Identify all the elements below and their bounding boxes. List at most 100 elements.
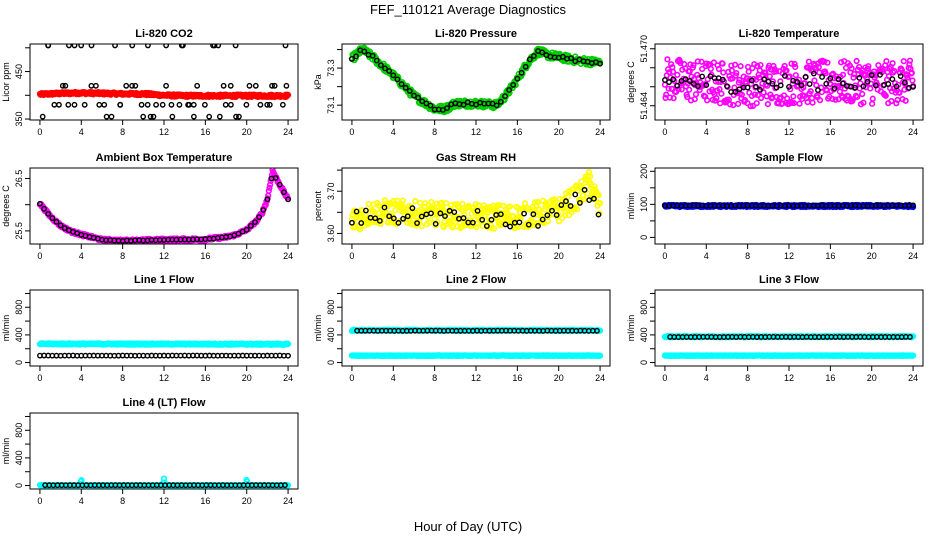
data-point	[469, 219, 476, 226]
data-point	[473, 223, 480, 231]
data-point	[694, 71, 701, 78]
data-point	[669, 64, 676, 71]
series-minute	[661, 56, 917, 110]
y-tick-label: 51.464	[639, 92, 649, 120]
data-point	[443, 200, 450, 207]
data-point	[514, 75, 521, 82]
data-point	[857, 80, 864, 87]
data-point	[720, 69, 727, 76]
data-point	[856, 63, 863, 71]
data-point	[670, 95, 677, 102]
y-axis-label: ml/min	[313, 315, 323, 342]
data-point	[707, 65, 714, 72]
data-point	[798, 82, 805, 89]
data-point	[521, 210, 527, 217]
data-point	[539, 216, 546, 223]
y-axis-label: degrees C	[1, 185, 11, 227]
data-point	[252, 82, 259, 89]
x-tick-label: 24	[908, 127, 918, 137]
y-tick-label: 400	[326, 327, 336, 342]
data-point	[353, 53, 359, 60]
data-point	[418, 213, 425, 220]
data-point	[754, 62, 761, 70]
data-point	[581, 186, 588, 193]
data-point	[538, 213, 545, 220]
data-point	[753, 83, 759, 90]
y-axis-label: ml/min	[626, 193, 636, 220]
data-point	[140, 113, 147, 120]
data-point	[748, 77, 755, 84]
data-point	[284, 340, 292, 348]
y-tick-label: 800	[14, 300, 24, 315]
data-point	[792, 63, 799, 71]
data-point	[690, 62, 697, 69]
data-point	[369, 52, 376, 59]
y-axis-label: Licor ppm	[1, 62, 11, 102]
data-point	[129, 44, 136, 49]
y-tick-label: 450	[14, 64, 24, 79]
data-point	[59, 82, 66, 89]
points	[36, 44, 292, 120]
data-point	[668, 61, 675, 68]
figure-title: FEF_110121 Average Diagnostics	[370, 2, 567, 17]
data-point	[719, 76, 726, 83]
data-point	[535, 223, 541, 229]
x-tick-label: 0	[37, 251, 42, 261]
data-point	[144, 101, 151, 108]
data-point	[674, 71, 681, 78]
data-point	[138, 101, 145, 108]
data-point	[812, 64, 819, 71]
y-tick-label: 73.3	[326, 59, 336, 77]
data-point	[377, 220, 384, 227]
x-tick-label: 0	[349, 127, 354, 137]
data-point	[762, 69, 769, 77]
points	[36, 340, 292, 359]
data-point	[849, 96, 856, 103]
x-tick-label: 16	[512, 127, 522, 137]
y-tick-label: 51.470	[639, 35, 649, 63]
data-point	[754, 91, 762, 99]
x-tick-label: 4	[79, 251, 84, 261]
data-point	[889, 76, 896, 83]
x-tick-label: 24	[283, 251, 293, 261]
data-point	[562, 212, 569, 219]
data-point	[744, 100, 751, 107]
data-point	[266, 184, 273, 191]
data-point	[373, 57, 380, 64]
data-point	[361, 48, 368, 55]
x-tick-label: 20	[554, 373, 564, 383]
data-point	[531, 199, 539, 206]
series-minute-base	[348, 352, 604, 360]
data-point	[284, 91, 292, 99]
panel-title: Li-820 CO2	[135, 28, 192, 40]
data-point	[502, 221, 509, 228]
data-point	[176, 101, 183, 108]
data-point	[474, 207, 481, 214]
data-point	[442, 213, 448, 220]
data-point	[816, 97, 824, 104]
x-tick-label: 20	[242, 127, 252, 137]
data-point	[400, 215, 407, 222]
data-point	[460, 101, 467, 108]
data-point	[285, 196, 291, 203]
data-point	[819, 74, 825, 80]
data-point	[590, 195, 597, 202]
data-point	[698, 58, 705, 65]
x-tick-label: 12	[471, 251, 481, 261]
data-point	[390, 72, 397, 79]
data-point	[901, 79, 908, 86]
data-point	[757, 94, 765, 102]
data-point	[769, 80, 776, 87]
data-point	[399, 197, 406, 204]
series-minute-base	[661, 352, 917, 360]
data-point	[459, 200, 466, 208]
x-tick-label: 24	[595, 127, 605, 137]
data-point	[190, 113, 197, 120]
data-point	[572, 191, 579, 198]
data-point	[824, 59, 831, 66]
data-point	[822, 70, 829, 77]
data-point	[786, 83, 792, 90]
data-point	[417, 199, 424, 207]
